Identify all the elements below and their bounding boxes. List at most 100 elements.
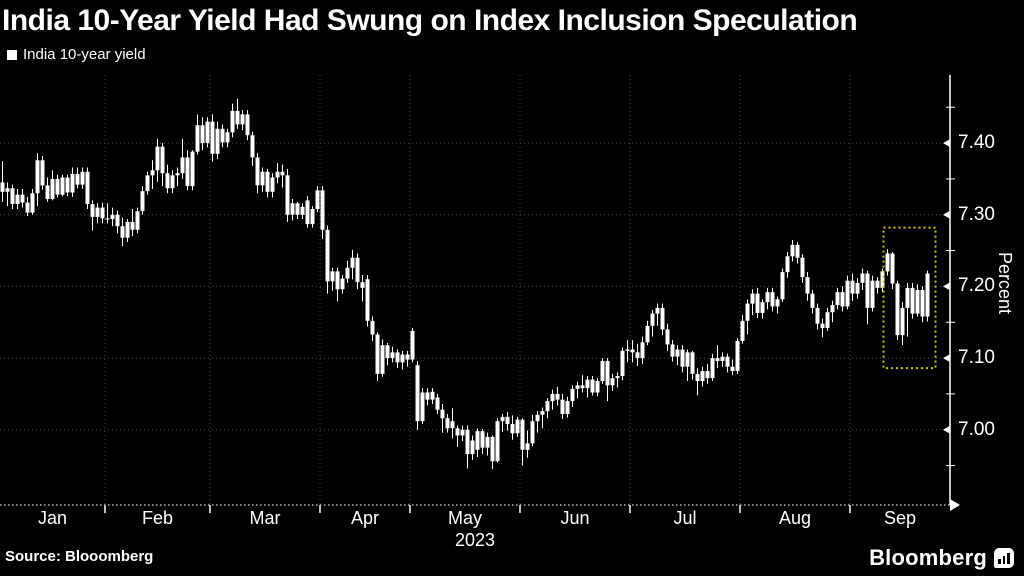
candle [765,292,770,303]
candle [390,352,395,359]
candle [705,370,710,379]
candle [605,360,610,386]
legend: India 10-year yield [7,46,146,63]
candle [195,125,200,152]
y-axis-tick-arrow-icon [943,282,950,291]
candle [135,211,140,230]
candle [720,356,725,361]
candle [740,320,745,341]
candle [275,171,280,178]
candle [500,416,505,422]
candle [110,214,115,220]
candle [505,416,510,425]
candle [755,293,760,313]
x-axis-month-label-apr: Apr [350,508,380,528]
candle [650,313,655,326]
candle [900,307,905,336]
candle [870,280,875,308]
candle [475,431,480,450]
y-axis-tick-label: 7.40 [958,132,995,154]
candle [55,178,60,195]
candle [235,110,240,125]
candle [700,370,705,382]
candle [855,282,860,294]
y-axis-tick-arrow-icon [943,425,950,434]
candle [625,349,630,351]
candle [525,443,530,450]
y-axis-tick-arrow-icon [943,354,950,363]
candle [230,110,235,133]
candle [905,287,910,308]
candle [565,401,570,414]
y-axis-tick-label: 7.10 [958,347,995,369]
candle [170,175,175,189]
candle [590,379,595,393]
candle [80,171,85,185]
candle [20,194,25,203]
candle [840,292,845,307]
candle [915,290,920,314]
candle [555,393,560,400]
candle [200,125,205,144]
candle [795,244,800,258]
candle [890,253,895,284]
candle [445,418,450,429]
candle [245,114,250,136]
candle [730,366,735,371]
candle [835,292,840,306]
y-axis-tick-label: 7.00 [958,418,995,440]
candle [35,160,40,194]
candle [545,401,550,412]
x-axis-month-label-jun: Jun [560,508,590,528]
x-axis-month-label-jul: Jul [673,508,697,528]
candle [885,253,890,272]
candle [850,280,855,294]
candle [190,151,195,187]
candle [800,257,805,278]
candle [0,182,5,192]
candle [285,175,290,215]
candle [570,388,575,402]
candle [15,194,20,204]
y-axis-tick-arrow-icon [943,210,950,219]
candle [895,283,900,336]
candle [340,278,345,290]
candle [290,203,295,215]
candle [880,271,885,288]
candle [315,190,320,210]
candle [710,358,715,379]
candle [295,203,300,215]
candle [480,431,485,448]
candle [265,171,270,192]
candle [435,397,440,410]
candle [400,354,405,363]
candle [645,325,650,343]
candle [335,271,340,290]
candle [380,345,385,374]
candle [270,177,275,192]
candle [205,121,210,144]
candle [240,114,245,125]
x-axis-month-label-sep: Sep [883,508,917,528]
candle [250,135,255,158]
candle [515,419,520,434]
candle [65,177,70,193]
candle [820,323,825,328]
candle [560,399,565,414]
candle [790,244,795,257]
brand-logo: Bloomberg [869,545,1014,571]
candle [685,352,690,367]
candle [715,358,720,361]
candle [670,344,675,357]
candle [680,349,685,367]
candle [845,280,850,307]
x-axis-month-label-aug: Aug [778,508,812,528]
candle [760,302,765,313]
candle [925,273,930,317]
candle [185,157,190,187]
candle [655,307,660,314]
candle [595,381,600,393]
candle [260,171,265,186]
candle [405,354,410,360]
candle [490,436,495,462]
